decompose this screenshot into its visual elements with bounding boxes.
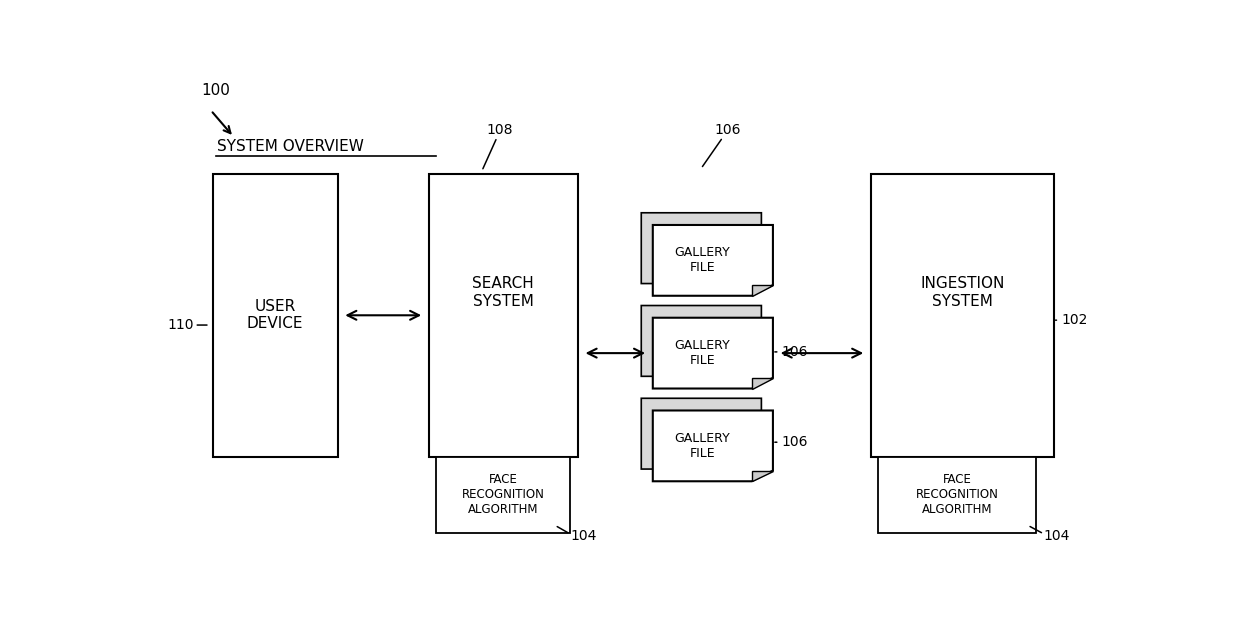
Polygon shape bbox=[641, 306, 761, 377]
Text: GALLERY
FILE: GALLERY FILE bbox=[675, 432, 730, 460]
Polygon shape bbox=[751, 378, 773, 389]
Polygon shape bbox=[641, 398, 761, 469]
Text: 110: 110 bbox=[167, 318, 193, 332]
Text: INGESTION
SYSTEM: INGESTION SYSTEM bbox=[920, 276, 1004, 309]
Text: GALLERY
FILE: GALLERY FILE bbox=[675, 247, 730, 275]
Polygon shape bbox=[740, 366, 761, 377]
Text: 104: 104 bbox=[1044, 529, 1070, 543]
Text: 106: 106 bbox=[781, 345, 808, 359]
Text: FACE
RECOGNITION
ALGORITHM: FACE RECOGNITION ALGORITHM bbox=[915, 473, 998, 516]
Text: SEARCH
SYSTEM: SEARCH SYSTEM bbox=[472, 276, 534, 309]
Text: FACE
RECOGNITION
ALGORITHM: FACE RECOGNITION ALGORITHM bbox=[461, 473, 544, 516]
Polygon shape bbox=[652, 410, 773, 481]
Text: GALLERY
FILE: GALLERY FILE bbox=[675, 339, 730, 367]
Text: 106: 106 bbox=[714, 123, 740, 137]
Polygon shape bbox=[870, 174, 1054, 457]
Text: 104: 104 bbox=[570, 529, 596, 543]
Polygon shape bbox=[740, 273, 761, 283]
Text: 108: 108 bbox=[486, 123, 513, 137]
Text: SYSTEM OVERVIEW: SYSTEM OVERVIEW bbox=[217, 139, 363, 154]
Polygon shape bbox=[751, 470, 773, 481]
Text: 100: 100 bbox=[201, 83, 229, 98]
Polygon shape bbox=[213, 174, 337, 457]
Polygon shape bbox=[429, 174, 578, 457]
Text: 106: 106 bbox=[781, 435, 808, 450]
Polygon shape bbox=[435, 457, 570, 533]
Polygon shape bbox=[652, 318, 773, 389]
Text: 102: 102 bbox=[1061, 313, 1087, 327]
Polygon shape bbox=[751, 285, 773, 295]
Polygon shape bbox=[641, 213, 761, 283]
Polygon shape bbox=[878, 457, 1037, 533]
Polygon shape bbox=[652, 225, 773, 295]
Text: USER
DEVICE: USER DEVICE bbox=[247, 299, 304, 332]
Polygon shape bbox=[740, 458, 761, 469]
